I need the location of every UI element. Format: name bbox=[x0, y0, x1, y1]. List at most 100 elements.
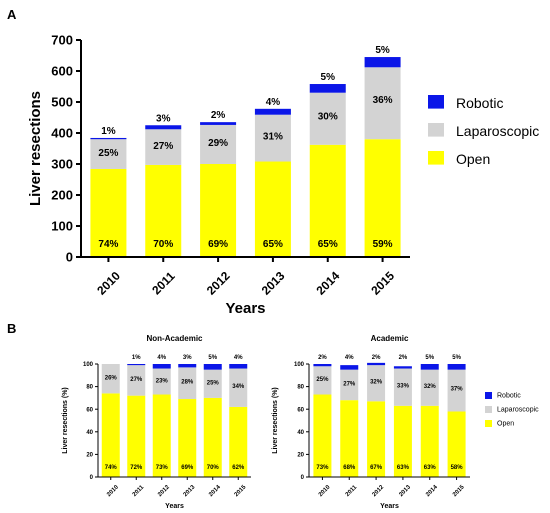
y-tick-label: 100 bbox=[294, 362, 305, 368]
bar-laparoscopic-2014 bbox=[309, 92, 346, 145]
y-tick-label: 500 bbox=[51, 95, 73, 110]
value-label-laparoscopic: 32% bbox=[370, 380, 383, 386]
bar-laparoscopic-2011 bbox=[145, 129, 182, 165]
value-label-laparoscopic: 37% bbox=[451, 387, 464, 393]
value-label-open: 58% bbox=[451, 465, 464, 471]
y-tick-label: 700 bbox=[51, 33, 73, 48]
bar-robotic-2012 bbox=[200, 122, 237, 125]
legend: Robotic Laparoscopic Open bbox=[428, 95, 539, 167]
y-tick-label: 20 bbox=[297, 453, 304, 459]
value-label-robotic: 4% bbox=[266, 97, 281, 108]
bar-open-2011 bbox=[145, 164, 182, 257]
bar-laparoscopic-2013 bbox=[178, 367, 197, 400]
value-label-robotic: 3% bbox=[183, 355, 192, 361]
value-label-laparoscopic: 28% bbox=[181, 380, 194, 386]
bar-laparoscopic-2015 bbox=[364, 67, 401, 140]
bar-robotic-2010 bbox=[313, 364, 332, 367]
bar-robotic-2014 bbox=[420, 364, 439, 370]
y-tick-label: 60 bbox=[86, 407, 93, 413]
bar-laparoscopic-2015 bbox=[229, 368, 248, 407]
bar-open-2012 bbox=[200, 164, 237, 257]
bar-laparoscopic-2013 bbox=[393, 368, 412, 406]
x-tick-label: 2013 bbox=[183, 484, 197, 498]
value-label-open: 69% bbox=[208, 239, 228, 250]
bar-open-2014 bbox=[203, 397, 222, 477]
chart-title: Non-Academic bbox=[146, 334, 203, 343]
bar-open-2014 bbox=[420, 405, 439, 477]
y-tick-label: 80 bbox=[297, 385, 304, 391]
value-label-open: 67% bbox=[370, 465, 383, 471]
x-tick-label: 2011 bbox=[345, 484, 359, 498]
legend-swatch-open bbox=[485, 420, 492, 427]
bar-open-2012 bbox=[367, 401, 386, 477]
legend-label-open: Open bbox=[497, 421, 514, 428]
value-label-open: 59% bbox=[373, 239, 393, 250]
bar-robotic-2014 bbox=[309, 84, 346, 93]
x-tick-label: 2010 bbox=[94, 269, 123, 298]
bar-open-2010 bbox=[313, 394, 332, 477]
bar-robotic-2015 bbox=[229, 364, 248, 369]
value-label-open: 72% bbox=[130, 465, 143, 471]
value-label-laparoscopic: 23% bbox=[156, 378, 169, 384]
value-label-open: 65% bbox=[263, 239, 283, 250]
bar-robotic-2013 bbox=[178, 364, 197, 368]
value-label-robotic: 1% bbox=[101, 126, 116, 137]
bar-laparoscopic-2015 bbox=[447, 369, 466, 412]
y-tick-label: 80 bbox=[86, 385, 93, 391]
bar-robotic-2012 bbox=[152, 364, 171, 369]
value-label-robotic: 2% bbox=[211, 110, 226, 121]
y-tick-label: 0 bbox=[66, 250, 73, 265]
y-axis-title: Liver resections (%) bbox=[272, 387, 279, 454]
x-axis-title: Years bbox=[165, 503, 184, 510]
y-tick-label: 0 bbox=[90, 475, 94, 481]
x-tick-label: 2015 bbox=[234, 484, 248, 498]
y-tick-label: 400 bbox=[51, 126, 73, 141]
bar-open-2012 bbox=[152, 394, 171, 477]
x-axis-title: Years bbox=[380, 503, 399, 510]
bar-robotic-2010 bbox=[90, 137, 127, 140]
bar-robotic-2013 bbox=[254, 108, 291, 115]
legend-label-open: Open bbox=[456, 151, 490, 167]
bar-open-2013 bbox=[178, 399, 197, 477]
value-label-robotic: 5% bbox=[425, 355, 434, 361]
bar-robotic-2015 bbox=[364, 57, 401, 68]
bar-open-2013 bbox=[254, 161, 291, 257]
y-tick-label: 100 bbox=[51, 219, 73, 234]
bar-open-2010 bbox=[101, 393, 120, 477]
value-label-laparoscopic: 32% bbox=[424, 384, 437, 390]
value-label-laparoscopic: 29% bbox=[208, 138, 228, 149]
panel-label-b: B bbox=[7, 321, 16, 336]
y-tick-label: 100 bbox=[83, 362, 94, 368]
value-label-robotic: 4% bbox=[345, 355, 354, 361]
x-tick-label: 2012 bbox=[204, 269, 233, 298]
value-label-robotic: 5% bbox=[208, 355, 217, 361]
value-label-laparoscopic: 27% bbox=[130, 377, 143, 383]
bar-laparoscopic-2010 bbox=[313, 366, 332, 395]
value-label-robotic: 2% bbox=[318, 355, 327, 361]
panel-label-a: A bbox=[7, 7, 17, 22]
bar-open-2015 bbox=[364, 139, 401, 257]
bar-robotic-2014 bbox=[203, 364, 222, 370]
bar-laparoscopic-2012 bbox=[367, 365, 386, 402]
value-label-robotic: 5% bbox=[375, 45, 390, 56]
chart-1: Non-Academic 74% 26% 2010 72% 27% 1% 2011 73% 23%… bbox=[62, 334, 251, 510]
y-tick-label: 60 bbox=[297, 407, 304, 413]
value-label-open: 65% bbox=[318, 239, 338, 250]
value-label-robotic: 1% bbox=[132, 355, 141, 361]
chart-2: Academic 73% 25% 2% 2010 68% 27% 4% 2011 67% 32% 2%… bbox=[272, 334, 539, 510]
legend-label-robotic: Robotic bbox=[497, 393, 521, 400]
value-label-robotic: 2% bbox=[399, 355, 408, 361]
y-tick-label: 0 bbox=[301, 475, 305, 481]
x-tick-label: 2014 bbox=[314, 269, 343, 298]
bar-laparoscopic-2014 bbox=[420, 369, 439, 406]
chart-0: 74% 25% 1% 2010 70% 27% 3% 2011 69% 29% 2% 2012 65% 3… bbox=[27, 33, 539, 317]
legend-swatch-open bbox=[428, 151, 444, 165]
chart-title: Academic bbox=[371, 334, 409, 343]
value-label-open: 73% bbox=[316, 465, 329, 471]
bar-laparoscopic-2012 bbox=[152, 368, 171, 395]
bar-laparoscopic-2011 bbox=[340, 369, 359, 401]
x-tick-label: 2010 bbox=[106, 484, 120, 498]
y-tick-label: 40 bbox=[86, 430, 93, 436]
x-tick-label: 2015 bbox=[452, 484, 466, 498]
value-label-open: 70% bbox=[207, 465, 220, 471]
